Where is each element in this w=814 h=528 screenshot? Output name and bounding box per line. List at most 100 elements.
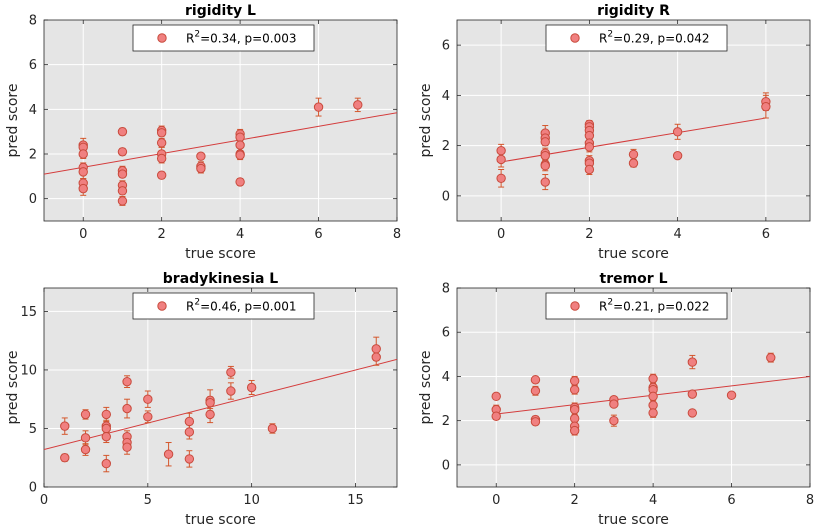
- data-point: [122, 442, 132, 452]
- data-point: [226, 367, 236, 377]
- data-point: [117, 196, 128, 206]
- data-point: [143, 412, 153, 422]
- data-point: [530, 375, 541, 385]
- data-point: [530, 386, 541, 396]
- data-point: [648, 373, 658, 384]
- legend-label: R2=0.34, p=0.003: [186, 30, 297, 46]
- data-point: [569, 376, 580, 386]
- data-point: [313, 102, 324, 112]
- data-point: [496, 173, 506, 183]
- data-point: [672, 150, 683, 161]
- y-tick-label: 8: [442, 282, 450, 297]
- x-tick-label: 6: [727, 493, 735, 508]
- legend-marker: [570, 301, 580, 311]
- data-point: [101, 458, 111, 469]
- data-point: [648, 400, 658, 410]
- data-point: [648, 391, 658, 402]
- data-point: [628, 158, 639, 168]
- plot-area: [457, 288, 810, 487]
- y-tick-label: 15: [20, 305, 37, 320]
- y-axis-label: pred score: [5, 351, 21, 425]
- data-point: [80, 433, 91, 443]
- data-point: [496, 154, 506, 165]
- legend-marker: [157, 33, 167, 43]
- data-point: [156, 153, 167, 164]
- data-point: [235, 177, 245, 187]
- data-point: [235, 150, 245, 160]
- data-point: [205, 409, 215, 420]
- legend-label: R2=0.29, p=0.042: [599, 30, 710, 46]
- data-point: [205, 398, 215, 408]
- data-point: [101, 423, 111, 434]
- axes-frame: [43, 19, 398, 222]
- x-axis-label: true score: [185, 246, 256, 262]
- y-tick-label: 0: [29, 192, 37, 207]
- data-point: [491, 391, 501, 402]
- y-axis-label: pred score: [418, 84, 434, 158]
- data-point: [648, 408, 658, 418]
- chart-title: rigidity R: [597, 3, 670, 19]
- chart-title: tremor L: [600, 271, 668, 287]
- x-tick-label: 5: [144, 493, 152, 508]
- x-tick-label: 15: [347, 493, 364, 508]
- legend-label-stats: =0.21, p=0.022: [613, 300, 709, 314]
- legend-label-r: R: [186, 300, 194, 314]
- legend-label-sup: 2: [607, 30, 613, 40]
- legend-label-r: R: [599, 32, 607, 46]
- x-tick-label: 6: [314, 227, 322, 242]
- data-point: [196, 151, 206, 161]
- y-tick-label: 4: [442, 370, 450, 385]
- x-axis-label: true score: [598, 246, 669, 262]
- data-point: [235, 132, 245, 142]
- data-point: [687, 408, 698, 418]
- legend-label-sup: 2: [607, 298, 613, 308]
- data-point: [117, 186, 128, 196]
- data-point: [246, 382, 257, 393]
- data-point: [569, 425, 580, 436]
- y-tick-label: 10: [20, 363, 37, 378]
- legend-label-sup: 2: [194, 30, 200, 40]
- data-point: [122, 403, 132, 414]
- data-point: [496, 145, 506, 156]
- data-point: [353, 100, 363, 110]
- plot-area: [44, 288, 397, 487]
- legend-label-stats: =0.34, p=0.003: [200, 32, 296, 46]
- x-tick-label: 2: [585, 227, 593, 242]
- data-point: [101, 431, 111, 442]
- x-tick-label: 0: [79, 227, 87, 242]
- data-point: [766, 352, 776, 363]
- data-point: [584, 142, 595, 152]
- data-point: [584, 164, 595, 175]
- data-point: [78, 149, 88, 159]
- data-point: [540, 161, 550, 171]
- data-point: [569, 385, 580, 395]
- data-point: [156, 128, 167, 138]
- x-tick-label: 0: [40, 493, 48, 508]
- data-point: [569, 413, 580, 424]
- data-point: [540, 150, 550, 161]
- y-tick-label: 8: [29, 14, 37, 29]
- x-tick-label: 6: [762, 227, 770, 242]
- data-point: [184, 416, 195, 427]
- legend-label: R2=0.21, p=0.022: [599, 298, 710, 314]
- data-point: [540, 137, 550, 147]
- data-point: [687, 389, 698, 399]
- data-point: [78, 183, 88, 194]
- chart-title: rigidity L: [185, 3, 256, 19]
- y-tick-label: 2: [442, 414, 450, 429]
- y-tick-label: 6: [442, 326, 450, 341]
- legend-marker: [570, 33, 580, 43]
- y-tick-label: 6: [29, 58, 37, 73]
- data-point: [184, 454, 195, 464]
- data-point: [60, 453, 70, 463]
- y-tick-label: 0: [442, 458, 450, 473]
- data-point: [609, 399, 619, 409]
- data-point: [371, 352, 381, 362]
- data-point: [530, 417, 541, 427]
- data-point: [726, 390, 737, 400]
- legend-label-r: R: [599, 300, 607, 314]
- data-point: [117, 126, 128, 137]
- axes-frame: [456, 287, 811, 488]
